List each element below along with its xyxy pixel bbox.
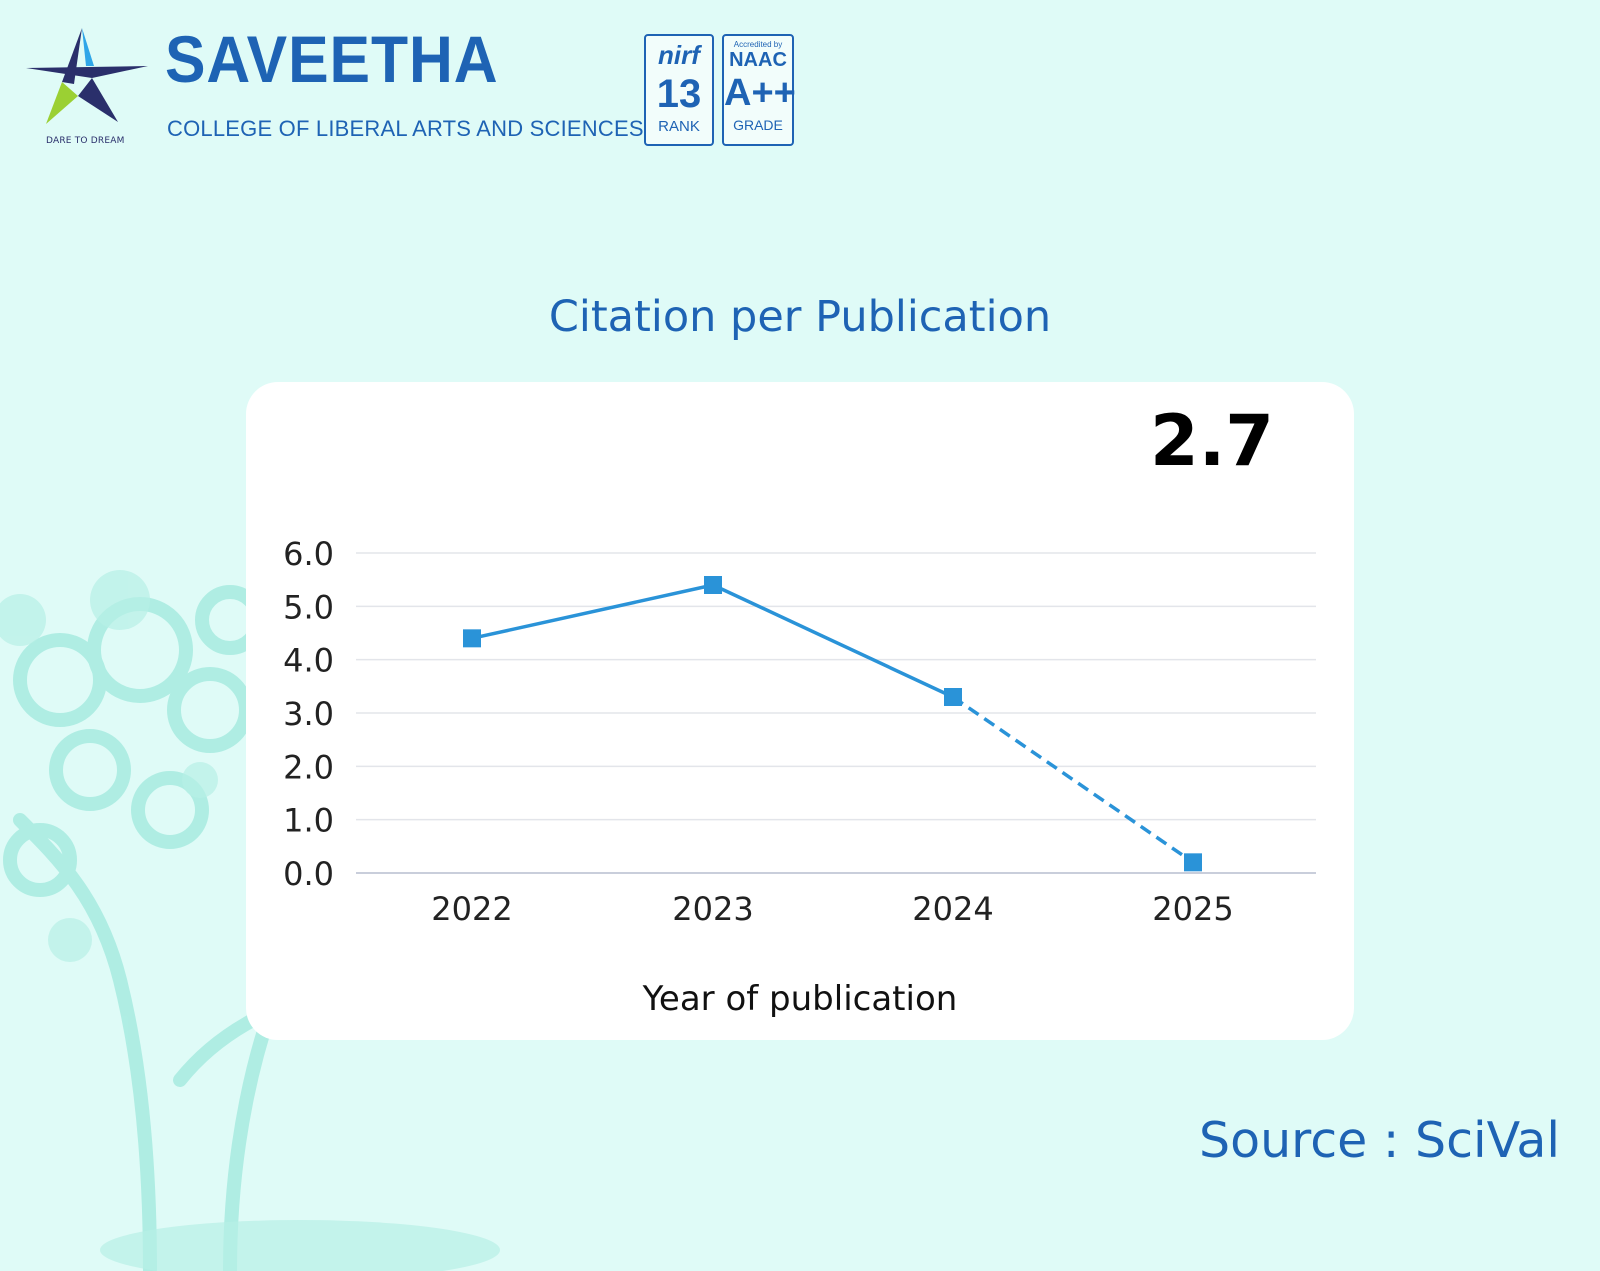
logo-tagline: DARE TO DREAM <box>46 136 125 146</box>
brand-name: SAVEETHA <box>165 22 499 96</box>
naac-grade-badge: Accredited by NAAC A++ GRADE <box>722 34 796 146</box>
nirf-rank-badge: nirf 13 RANK <box>644 34 714 146</box>
series-segment <box>471 583 714 641</box>
naac-grade-label: GRADE <box>733 117 783 133</box>
y-tick-label: 5.0 <box>283 588 334 626</box>
series-segment-projected <box>952 695 1194 864</box>
y-tick-label: 6.0 <box>283 535 334 573</box>
naac-name: NAAC <box>729 49 787 71</box>
x-tick-label: 2022 <box>431 890 512 928</box>
y-tick-label: 0.0 <box>283 855 334 893</box>
naac-accredited-text: Accredited by <box>733 40 783 49</box>
saveetha-star-logo <box>26 28 148 124</box>
data-point-2023 <box>704 576 722 594</box>
nirf-rank-number: 13 <box>656 72 702 116</box>
chart-card <box>246 382 1354 1040</box>
nirf-rank-label: RANK <box>658 118 700 135</box>
y-tick-label: 4.0 <box>283 642 334 680</box>
data-point-2025 <box>1184 853 1202 872</box>
series-segment <box>712 583 954 699</box>
nirf-logo-text: nirf <box>658 40 700 70</box>
brand-subtitle: COLLEGE OF LIBERAL ARTS AND SCIENCES <box>167 116 644 141</box>
x-tick-label: 2023 <box>672 890 753 928</box>
data-point-2024 <box>944 688 962 706</box>
summary-value: 2.7 <box>1150 400 1275 482</box>
data-point-2022 <box>463 629 481 648</box>
naac-grade-value: A++ <box>724 72 796 114</box>
x-tick-label: 2025 <box>1152 890 1233 928</box>
chart-title: Citation per Publication <box>548 292 1052 342</box>
y-tick-label: 2.0 <box>283 748 334 786</box>
x-axis-label: Year of publication <box>642 979 958 1019</box>
source-label: Source : SciVal <box>1199 1112 1560 1169</box>
y-tick-label: 3.0 <box>283 695 334 733</box>
background-tree-illustration <box>0 570 500 1271</box>
x-tick-label: 2024 <box>912 890 993 928</box>
y-tick-label: 1.0 <box>283 802 334 840</box>
